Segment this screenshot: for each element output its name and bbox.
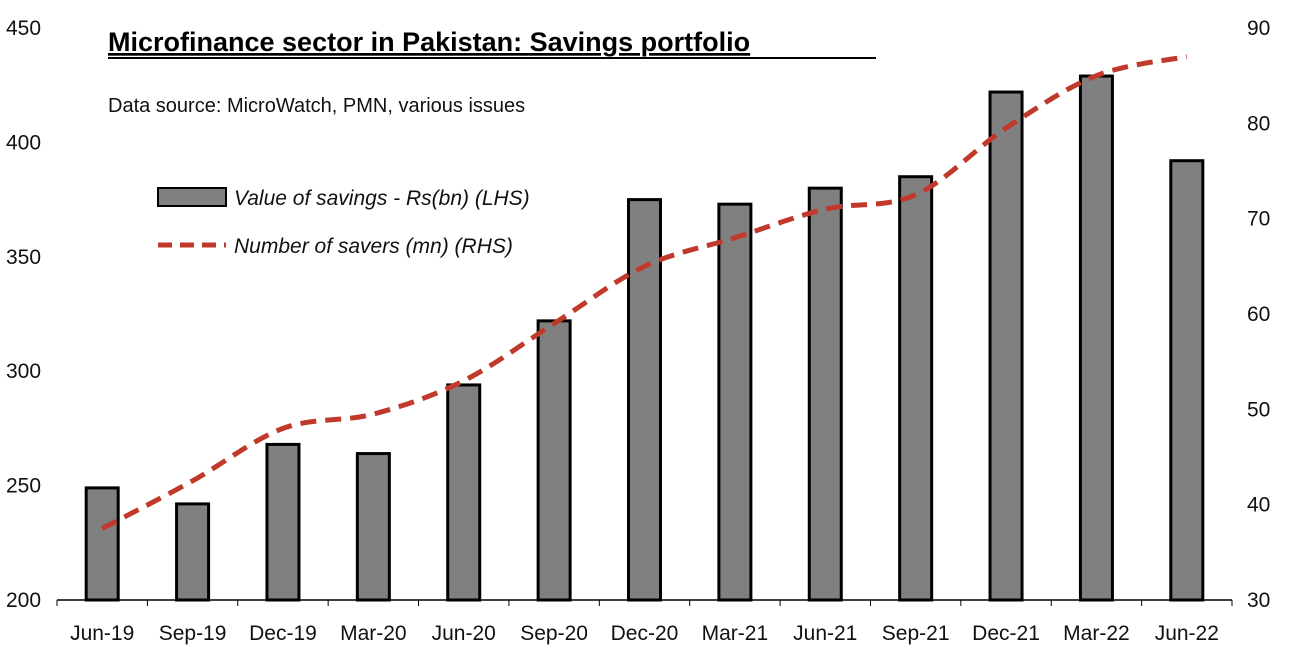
savings-bar	[265, 442, 301, 602]
y-right-tick-label: 90	[1247, 17, 1270, 40]
y-left-tick-label: 300	[6, 360, 41, 383]
y-left-tick-label: 400	[6, 131, 41, 154]
savings-bar	[536, 319, 572, 602]
savings-bar	[355, 452, 391, 602]
legend: Value of savings - Rs(bn) (LHS) Number o…	[157, 187, 530, 258]
savings-bar	[1169, 159, 1205, 602]
x-tick-label: Jun-19	[70, 622, 134, 645]
chart-subtitle: Data source: MicroWatch, PMN, various is…	[108, 95, 525, 117]
x-tick-label: Sep-20	[520, 622, 588, 645]
savings-bar	[717, 202, 753, 602]
y-left-tick-label: 250	[6, 475, 41, 498]
savings-bar	[627, 198, 662, 602]
x-tick-label: Jun-21	[793, 622, 857, 645]
y-left-tick-label: 450	[6, 17, 41, 40]
savings-bar	[84, 486, 120, 602]
y-left-tick-label: 200	[6, 589, 41, 612]
y-right-tick-label: 70	[1247, 208, 1270, 231]
x-tick-label: Sep-21	[882, 622, 950, 645]
savers-line	[101, 54, 1188, 531]
legend-label-savings: Value of savings - Rs(bn) (LHS)	[234, 187, 530, 210]
x-tick-label: Mar-21	[702, 622, 769, 645]
x-tick-label: Jun-20	[432, 622, 496, 645]
savings-bar	[898, 175, 934, 602]
chart-title: Microfinance sector in Pakistan: Savings…	[108, 27, 750, 57]
y-right-tick-label: 40	[1247, 494, 1270, 517]
legend-swatch-savings	[157, 187, 227, 207]
bar-series	[84, 74, 1205, 602]
x-tick-label: Dec-21	[972, 622, 1040, 645]
savings-bar	[1078, 74, 1114, 602]
savings-bar	[175, 502, 211, 602]
tick-labels: 200 250 300 350 400 450 30 40 50 60 70 80 90 Jun-19 Se…	[6, 17, 1270, 645]
y-left-tick-label: 350	[6, 246, 41, 269]
x-tick-label: Mar-22	[1063, 622, 1130, 645]
x-tick-label: Dec-20	[611, 622, 679, 645]
x-tick-label: Sep-19	[159, 622, 227, 645]
legend-label-savers: Number of savers (mn) (RHS)	[234, 235, 513, 258]
y-right-tick-label: 50	[1247, 398, 1270, 421]
savings-bar	[988, 90, 1024, 602]
x-tick-label: Jun-22	[1155, 622, 1219, 645]
savings-bar	[446, 383, 482, 602]
line-series	[101, 54, 1188, 531]
x-tick-label: Dec-19	[249, 622, 317, 645]
x-tick-label: Mar-20	[340, 622, 407, 645]
savings-bar	[807, 186, 843, 602]
y-right-tick-label: 60	[1247, 303, 1270, 326]
y-right-tick-label: 30	[1247, 589, 1270, 612]
y-right-tick-label: 80	[1247, 112, 1270, 135]
